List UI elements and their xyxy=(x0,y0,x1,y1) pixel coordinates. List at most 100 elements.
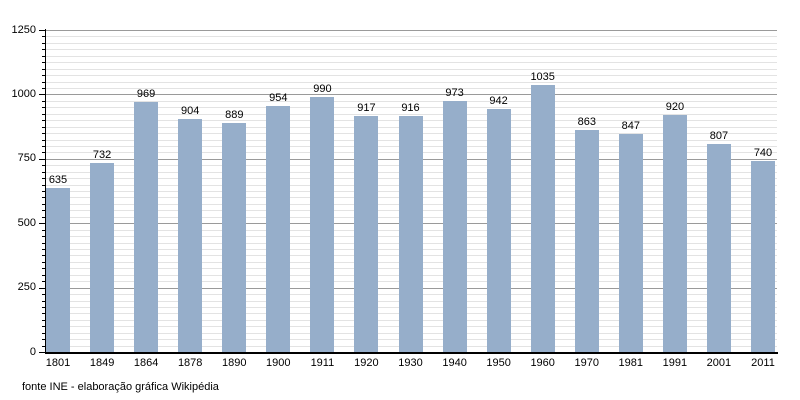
y-tick-mark xyxy=(42,281,46,283)
x-tick-label: 1801 xyxy=(45,357,71,369)
bar-value-label: 807 xyxy=(709,130,729,143)
y-tick-mark xyxy=(42,319,46,321)
y-tick-mark xyxy=(42,178,46,180)
y-tick-mark xyxy=(42,68,46,70)
y-tick-mark xyxy=(42,42,46,44)
plot-area: 635 732 969 904 889 954 990 917 916 973 942 1035 863… xyxy=(46,30,777,352)
x-tick-label: 2011 xyxy=(751,357,775,369)
y-tick-mark xyxy=(42,249,46,250)
y-tick-mark xyxy=(42,133,46,134)
y-tick-mark xyxy=(42,203,46,205)
x-axis-line xyxy=(45,352,778,354)
bar-value-label: 969 xyxy=(136,88,156,101)
bar xyxy=(486,109,511,352)
y-tick-mark xyxy=(42,49,46,51)
x-tick-label: 1911 xyxy=(310,357,335,369)
y-tick-mark xyxy=(42,88,46,89)
x-tick-label: 1960 xyxy=(530,357,555,369)
bar xyxy=(751,161,775,352)
minor-gridline xyxy=(46,107,777,109)
bar xyxy=(398,116,423,352)
bar xyxy=(178,119,203,352)
y-tick-mark xyxy=(42,313,46,315)
y-tick-mark xyxy=(39,30,46,31)
y-tick-label: 500 xyxy=(17,216,36,229)
bar xyxy=(442,101,467,352)
bar xyxy=(134,102,159,352)
y-tick-label: 1000 xyxy=(11,87,36,100)
x-tick-label: 1981 xyxy=(618,357,644,369)
y-tick-mark xyxy=(42,36,46,38)
minor-gridline xyxy=(46,42,777,44)
minor-gridline xyxy=(46,75,777,77)
y-tick-mark xyxy=(42,261,46,263)
bar-value-label: 917 xyxy=(357,101,376,114)
x-tick-label: 1970 xyxy=(574,357,600,369)
source-caption: fonte INE - elaboração gráfica Wikipédia xyxy=(22,381,219,393)
bar-value-label: 847 xyxy=(621,119,640,132)
bar xyxy=(618,133,643,352)
y-tick-mark xyxy=(42,229,46,231)
bar xyxy=(530,85,555,352)
x-tick-label: 1864 xyxy=(133,357,159,369)
minor-gridline xyxy=(46,55,777,57)
y-tick-mark xyxy=(42,126,46,128)
y-tick-mark xyxy=(42,274,46,276)
y-tick-mark xyxy=(42,268,46,270)
minor-gridline xyxy=(46,88,777,89)
y-tick-mark xyxy=(42,242,46,244)
y-tick-mark xyxy=(39,352,46,353)
x-tick-label: 1950 xyxy=(486,357,511,369)
y-tick-mark xyxy=(42,81,46,83)
bar xyxy=(574,129,599,352)
y-tick-mark xyxy=(39,158,46,160)
bar-value-label: 863 xyxy=(577,115,596,128)
bar-value-label: 740 xyxy=(753,147,773,160)
y-tick-mark xyxy=(39,223,46,225)
x-tick-label: 1940 xyxy=(442,357,467,369)
minor-gridline xyxy=(46,68,777,70)
y-tick-mark xyxy=(42,139,46,141)
bar xyxy=(222,123,247,352)
x-tick-label: 2001 xyxy=(706,357,732,369)
y-tick-mark xyxy=(42,191,46,192)
y-tick-mark xyxy=(42,294,46,295)
y-tick-mark xyxy=(42,55,46,57)
y-tick-mark xyxy=(42,152,46,154)
bar xyxy=(706,144,731,352)
y-tick-mark xyxy=(42,165,46,167)
x-tick-label: 1991 xyxy=(662,357,688,369)
bar xyxy=(46,188,70,352)
bar-value-label: 942 xyxy=(489,95,508,108)
bar-value-label: 954 xyxy=(269,92,288,105)
y-tick-mark xyxy=(39,94,46,96)
bar-value-label: 916 xyxy=(401,102,420,114)
bar-value-label: 635 xyxy=(48,174,68,187)
bar-value-label: 732 xyxy=(92,149,112,162)
minor-gridline xyxy=(46,113,777,115)
x-tick-label: 1890 xyxy=(222,357,247,369)
minor-gridline xyxy=(46,100,777,102)
minor-gridline xyxy=(46,81,777,83)
y-tick-mark xyxy=(42,184,46,186)
y-tick-mark xyxy=(42,75,46,77)
y-tick-mark xyxy=(42,300,46,302)
y-tick-mark xyxy=(42,216,46,218)
minor-gridline xyxy=(46,49,777,51)
x-tick-label: 1920 xyxy=(354,357,379,369)
bar xyxy=(662,115,687,352)
bar xyxy=(266,106,291,352)
y-tick-label: 0 xyxy=(29,345,36,358)
y-tick-mark xyxy=(42,100,46,102)
x-tick-label: 1900 xyxy=(266,357,291,369)
bar-value-label: 920 xyxy=(665,101,685,113)
y-tick-label: 250 xyxy=(17,281,36,294)
y-tick-mark xyxy=(42,332,46,334)
y-tick-mark xyxy=(42,326,46,328)
y-tick-label: 750 xyxy=(17,152,36,165)
y-tick-mark xyxy=(42,120,46,122)
x-tick-label: 1849 xyxy=(89,357,115,369)
minor-gridline xyxy=(46,62,777,64)
y-tick-mark xyxy=(42,113,46,115)
